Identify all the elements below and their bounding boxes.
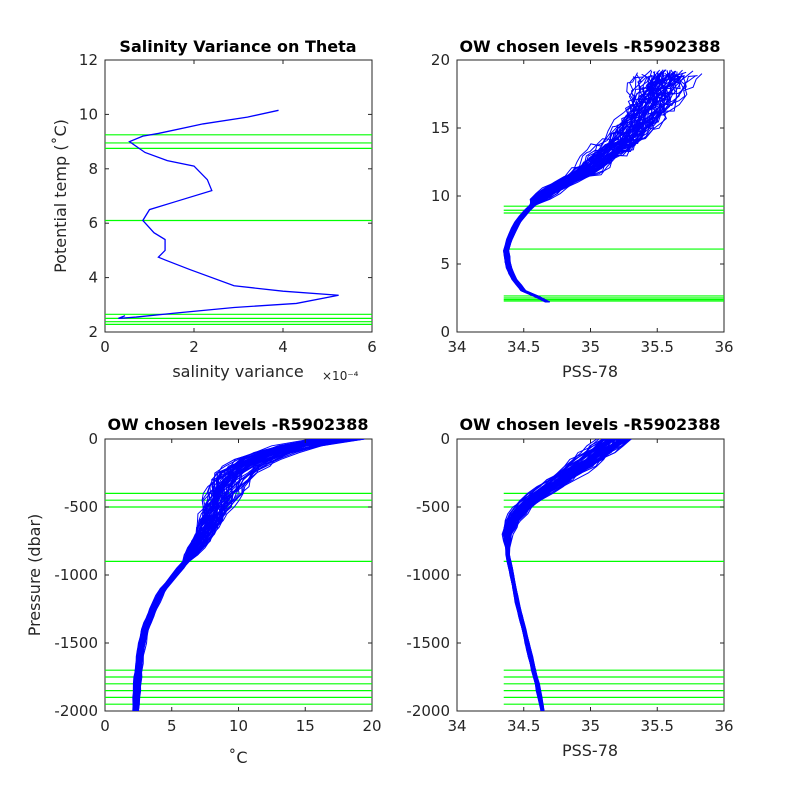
x-tick-label: 10 — [229, 717, 248, 735]
panel-4-plot-area: 34 34.5 35 35.5 36 -2000 -1500 -1000 -500 0 — [406, 430, 733, 735]
panel-1-ylabel: Potential temp (˚C) — [51, 119, 70, 273]
x-tick-label: 2 — [189, 338, 199, 356]
panel-2-xlabel: PSS-78 — [562, 362, 618, 381]
x-tick-label: 35 — [581, 717, 600, 735]
data-group — [501, 439, 632, 711]
y-tick-label: -1500 — [406, 634, 450, 652]
y-tick-label: 0 — [440, 323, 450, 341]
x-tick-label: 15 — [296, 717, 315, 735]
panel-3-title: OW chosen levels -R5902388 — [107, 415, 368, 434]
x-tick-label: 34 — [447, 717, 466, 735]
y-tick-label: 10 — [79, 105, 98, 123]
y-tick-label: 15 — [431, 119, 450, 137]
y-tick-label: 20 — [431, 51, 450, 69]
axes-box — [456, 59, 725, 333]
data-group — [118, 109, 339, 320]
y-tick-label: -1500 — [54, 634, 98, 652]
x-tick-label: 35 — [581, 338, 600, 356]
y-tick-label: -2000 — [406, 702, 450, 720]
y-tick-label: 5 — [440, 255, 450, 273]
panel-2-plot-area: 34 34.5 35 35.5 36 0 5 10 15 20 — [431, 51, 734, 356]
variance-profile-line — [118, 109, 339, 320]
x-tick-label: 4 — [278, 338, 288, 356]
axes-box — [456, 438, 725, 712]
float-profile-line — [504, 75, 651, 303]
x-tick-label: 35.5 — [641, 717, 674, 735]
y-tick-label: -1000 — [54, 566, 98, 584]
x-tick-label: 34.5 — [507, 338, 540, 356]
data-group — [503, 69, 703, 303]
x-tick-label: 0 — [100, 338, 110, 356]
x-tick-label: 6 — [367, 338, 377, 356]
x-tick-label: 34 — [447, 338, 466, 356]
x-tick-label: 36 — [714, 338, 733, 356]
panel-temperature-pressure: OW chosen levels -R5902388 0 5 10 15 20 -2000… — [25, 415, 382, 767]
y-tick-label: 0 — [440, 430, 450, 448]
y-tick-label: 8 — [88, 160, 98, 178]
panel-2-title: OW chosen levels -R5902388 — [459, 37, 720, 56]
panel-4-xlabel: PSS-78 — [562, 741, 618, 760]
float-profile-line — [135, 439, 331, 711]
x-tick-label: 0 — [100, 717, 110, 735]
float-profile-line — [504, 71, 660, 303]
panel-1-xlabel: salinity variance — [172, 362, 303, 381]
panel-salinity-pressure: OW chosen levels -R5902388 34 34.5 35 35.5 3… — [406, 415, 733, 760]
y-tick-label: -500 — [64, 498, 98, 516]
panel-1-title: Salinity Variance on Theta — [119, 37, 356, 56]
float-profile-line — [504, 439, 611, 711]
panel-salinity-theta: OW chosen levels -R5902388 34 34.5 35 35.5 3… — [431, 37, 734, 381]
float-profile-line — [508, 439, 623, 711]
float-profile-line — [137, 439, 352, 711]
panel-3-xlabel: ˚C — [228, 748, 247, 767]
x-tick-label: 20 — [362, 717, 381, 735]
x-tick-label: 35.5 — [641, 338, 674, 356]
y-tick-label: 2 — [88, 323, 98, 341]
panel-salinity-variance: Salinity Variance on Theta 0 2 4 624681012 … — [51, 37, 377, 383]
y-tick-label: 12 — [79, 51, 98, 69]
x-tick-label: 5 — [167, 717, 177, 735]
x-tick-label: 34.5 — [507, 717, 540, 735]
y-tick-label: 10 — [431, 187, 450, 205]
axes-box — [104, 59, 373, 333]
y-tick-label: 4 — [88, 269, 98, 287]
panel-3-plot-area: 0 5 10 15 20 -2000 -1500 -1000 -500 0 — [54, 430, 381, 735]
x-tick-label: 36 — [714, 717, 733, 735]
float-profile-line — [507, 70, 694, 303]
float-profile-line — [134, 439, 340, 711]
y-tick-label: -500 — [416, 498, 450, 516]
panel-4-title: OW chosen levels -R5902388 — [459, 415, 720, 434]
panel-1-x-exponent: ×10⁻⁴ — [322, 369, 359, 383]
y-tick-label: 6 — [88, 214, 98, 232]
y-tick-label: -1000 — [406, 566, 450, 584]
float-profile-line — [501, 439, 598, 711]
y-tick-label: -2000 — [54, 702, 98, 720]
y-tick-label: 0 — [88, 430, 98, 448]
data-group — [132, 439, 366, 711]
panel-3-ylabel: Pressure (dbar) — [25, 514, 44, 637]
